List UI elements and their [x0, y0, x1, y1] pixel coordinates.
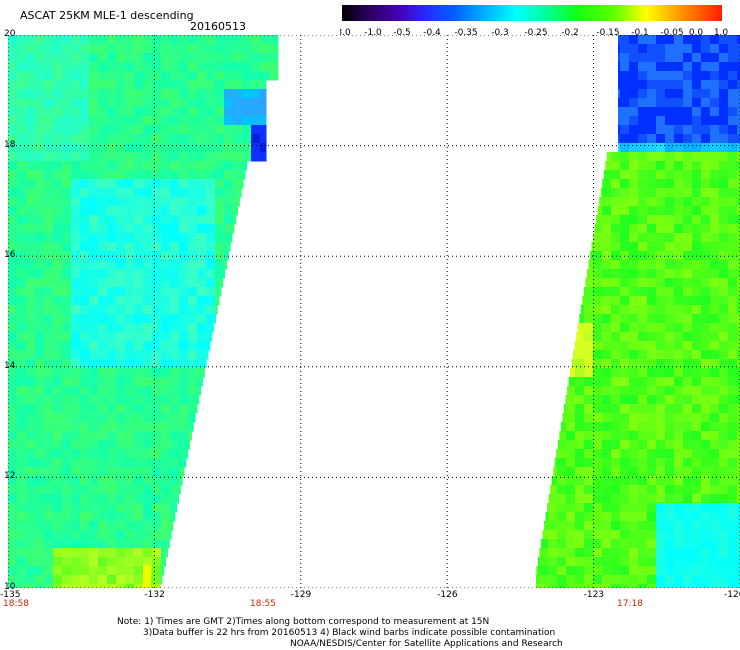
- colorbar-tick-label: -0.1: [631, 28, 649, 38]
- colorbar-tick-label: -0.35: [454, 28, 477, 38]
- time-left: 18:58: [3, 599, 29, 609]
- latitude-label: 20: [4, 29, 16, 39]
- colorbar-tick-label: -0.25: [524, 28, 547, 38]
- colorbar-tick-label: -0.15: [596, 28, 619, 38]
- note-line-3: NOAA/NESDIS/Center for Satellite Applica…: [290, 639, 563, 649]
- latitude-label: 16: [4, 250, 16, 261]
- time-right: 17:18: [617, 599, 643, 609]
- colorbar-tick-label: -0.3: [491, 28, 509, 38]
- swath-right: [536, 35, 740, 588]
- colorbar-ramp: [342, 5, 722, 21]
- latitude-label: 10: [4, 582, 16, 592]
- latitude-label: 14: [4, 360, 16, 371]
- latitude-label: 12: [4, 471, 16, 482]
- colorbar-tick-label: -0.5: [393, 28, 411, 38]
- colorbar: -3.0 -1.0 -0.5 -0.4 -0.35 -0.3 -0.25 -0.2 -0.15 -…: [333, 5, 740, 43]
- gridlines: [8, 35, 740, 588]
- colorbar-tick-label: 1.0: [714, 28, 729, 38]
- colorbar-tick-label: -0.4: [423, 28, 441, 38]
- colorbar-tick-label: -3.0: [340, 28, 351, 38]
- longitude-label: -123: [583, 590, 605, 600]
- colorbar-tick-label: 0.0: [689, 28, 704, 38]
- swath-left: [8, 35, 279, 588]
- colorbar-tick-label: -0.05: [660, 28, 683, 38]
- map-plot: [8, 35, 740, 588]
- colorbar-tick-label: -0.2: [561, 28, 579, 38]
- longitude-label: -120: [724, 590, 740, 600]
- longitude-label: -132: [144, 590, 165, 600]
- colorbar-tick-label: -1.0: [364, 28, 382, 38]
- note-line-2: 3)Data buffer is 22 hrs from 20160513 4)…: [143, 628, 556, 638]
- map-title: ASCAT 25KM MLE-1 descending: [20, 9, 194, 22]
- longitude-label: -126: [437, 590, 458, 600]
- time-middle: 18:55: [250, 599, 276, 609]
- note-line-1: Note: 1) Times are GMT 2)Times along bot…: [117, 617, 490, 627]
- colorbar-graphic: -3.0 -1.0 -0.5 -0.4 -0.35 -0.3 -0.25 -0.2 -0.15 -…: [333, 5, 729, 38]
- longitude-label: -135: [0, 590, 21, 600]
- map-date: 20160513: [190, 20, 246, 33]
- latitude-label: 18: [4, 139, 16, 150]
- longitude-label: -129: [290, 590, 312, 600]
